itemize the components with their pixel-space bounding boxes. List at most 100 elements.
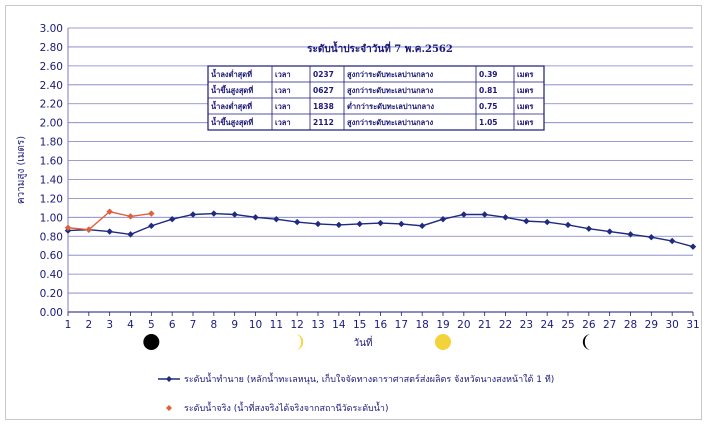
data-point-predicted xyxy=(523,217,530,225)
data-point-predicted xyxy=(127,231,134,238)
x-tick-label: 18 xyxy=(415,319,428,331)
full-moon-icon xyxy=(435,334,451,350)
table-cell: เวลา xyxy=(275,102,291,111)
table-cell: เมตร xyxy=(517,86,534,95)
y-tick-label: 1.40 xyxy=(40,174,63,186)
data-point-observed xyxy=(127,213,134,220)
y-tick-label: 2.60 xyxy=(40,61,63,73)
x-tick-label: 26 xyxy=(582,319,596,331)
data-point-observed xyxy=(85,226,93,233)
data-point-observed xyxy=(148,210,155,217)
table-cell: น้ำขึ้นสูงสุดที่ xyxy=(211,116,253,128)
y-tick-label: 2.40 xyxy=(40,80,63,92)
data-point-predicted xyxy=(564,221,572,229)
x-tick-label: 14 xyxy=(332,319,346,331)
data-point-predicted xyxy=(356,220,363,228)
x-tick-label: 16 xyxy=(374,319,388,331)
y-tick-label: 0.80 xyxy=(40,231,63,243)
chart-title: ระดับน้ำประจำวันที่ 7 พ.ค.2562 xyxy=(307,41,453,55)
legend-label: ระดับน้ำจริง (น้ำที่สงจริงได้จริงจากสถาน… xyxy=(184,401,388,414)
y-tick-label: 2.80 xyxy=(40,42,63,54)
x-tick-label: 22 xyxy=(499,319,512,331)
table-cell: 0627 xyxy=(313,86,334,95)
waxing-crescent-icon xyxy=(295,334,304,350)
data-point-predicted xyxy=(377,219,384,227)
x-tick-label: 30 xyxy=(665,319,678,331)
y-tick-label: 0.40 xyxy=(40,269,63,281)
data-point-predicted xyxy=(168,216,176,223)
table-cell: สูงกว่าระดับทะเลปานกลาง xyxy=(347,86,433,96)
x-tick-label: 20 xyxy=(457,319,470,331)
series-line-predicted xyxy=(67,212,694,248)
y-tick-label: 1.60 xyxy=(40,156,63,168)
x-tick-label: 8 xyxy=(210,319,217,331)
data-point-predicted xyxy=(418,222,426,230)
x-axis-label: วันที่ xyxy=(353,335,372,349)
x-tick-label: 31 xyxy=(686,319,699,331)
data-point-predicted xyxy=(668,237,676,245)
x-tick-label: 15 xyxy=(353,319,366,331)
data-point-predicted xyxy=(627,231,634,238)
data-point-predicted xyxy=(502,214,509,221)
y-tick-label: 1.00 xyxy=(40,212,63,224)
data-point-predicted xyxy=(106,228,113,235)
table-cell: เวลา xyxy=(275,86,291,95)
x-tick-label: 1 xyxy=(65,319,72,331)
x-tick-label: 28 xyxy=(624,319,637,331)
table-cell: สูงกว่าระดับทะเลปานกลาง xyxy=(347,70,433,80)
y-tick-label: 0.60 xyxy=(40,250,63,262)
x-tick-label: 21 xyxy=(478,319,491,331)
x-tick-label: 5 xyxy=(148,319,155,331)
table-cell: ต่ำกว่าระดับทะเลปานกลาง xyxy=(347,100,434,111)
data-point-predicted xyxy=(585,225,593,232)
waning-crescent-icon xyxy=(582,334,591,350)
data-point-observed xyxy=(64,224,72,231)
x-tick-label: 2 xyxy=(85,319,92,331)
table-cell: 1838 xyxy=(313,102,334,111)
x-tick-label: 4 xyxy=(127,319,134,331)
data-point-predicted xyxy=(648,234,655,241)
data-point-predicted xyxy=(481,211,488,218)
table-cell: เมตร xyxy=(517,102,534,111)
table-cell: น้ำลงต่ำสุดที่ xyxy=(211,100,252,111)
x-tick-label: 19 xyxy=(436,319,449,331)
data-point-predicted xyxy=(460,211,468,218)
data-point-predicted xyxy=(689,243,697,250)
new-moon-icon xyxy=(143,334,160,350)
data-point-predicted xyxy=(314,220,322,228)
x-tick-label: 7 xyxy=(190,319,197,331)
y-tick-label: 0.20 xyxy=(40,288,63,300)
legend-label: ระดับน้ำทำนาย (หลักน้ำทะเลหนุน, เก็บใจจั… xyxy=(184,372,554,385)
data-point-predicted xyxy=(398,220,405,228)
legend-marker xyxy=(166,405,172,411)
data-point-predicted xyxy=(335,221,343,229)
table-cell: 0.75 xyxy=(479,102,498,111)
y-tick-label: 1.80 xyxy=(40,137,63,149)
y-tick-label: 2.00 xyxy=(40,118,63,130)
data-point-predicted xyxy=(606,228,613,235)
x-tick-label: 24 xyxy=(540,319,554,331)
table-cell: 2112 xyxy=(313,118,334,127)
x-tick-label: 6 xyxy=(169,319,176,331)
table-cell: 0.39 xyxy=(479,70,498,79)
x-tick-label: 25 xyxy=(561,319,574,331)
data-point-predicted xyxy=(148,222,155,230)
y-axis-label: ความสูง (เมตร) xyxy=(16,136,27,204)
x-tick-label: 27 xyxy=(603,319,616,331)
table-cell: สูงกว่าระดับทะเลปานกลาง xyxy=(347,118,433,128)
table-cell: 0.81 xyxy=(479,86,498,95)
data-point-predicted xyxy=(231,211,238,218)
table-cell: น้ำขึ้นสูงสุดที่ xyxy=(211,84,253,96)
table-cell: เวลา xyxy=(275,118,291,127)
data-point-observed xyxy=(106,208,113,215)
data-point-predicted xyxy=(210,210,218,217)
data-point-predicted xyxy=(189,211,197,218)
y-tick-label: 2.20 xyxy=(40,99,63,111)
x-tick-label: 10 xyxy=(249,319,262,331)
x-tick-label: 13 xyxy=(311,319,324,331)
x-tick-label: 12 xyxy=(290,319,303,331)
x-tick-label: 23 xyxy=(520,319,533,331)
table-cell: เมตร xyxy=(517,70,534,79)
table-cell: 0237 xyxy=(313,70,334,79)
